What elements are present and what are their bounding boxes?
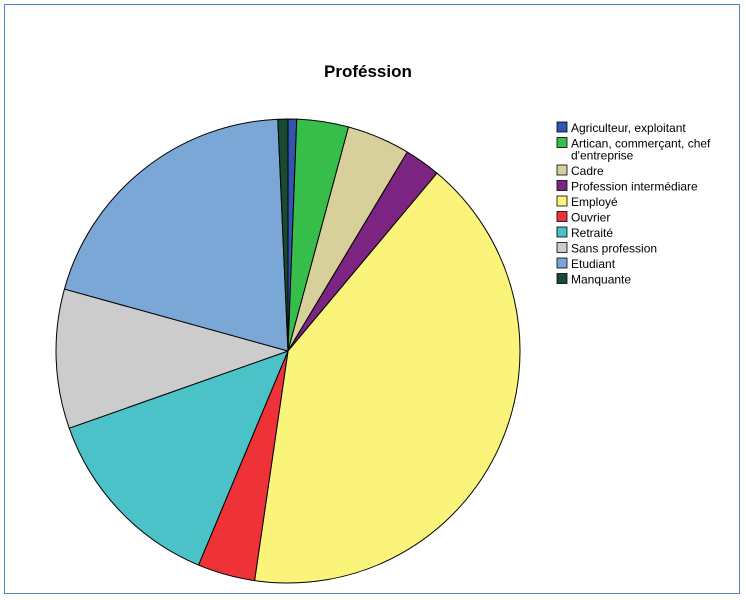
legend-item: Agriculteur, exploitant — [556, 121, 686, 135]
chart-title: Proféssion — [324, 62, 412, 81]
legend-label: Etudiant — [571, 257, 616, 271]
legend-item: Ouvrier — [556, 211, 610, 225]
pie-slice-7 — [68, 350, 289, 566]
legend-label: Sans profession — [571, 242, 657, 256]
legend-item: Manquante — [556, 273, 631, 287]
legend-item: Employé — [556, 195, 618, 209]
legend-label: Employé — [571, 195, 618, 209]
legend-item: Retraité — [556, 226, 613, 240]
legend-item: Sans profession — [556, 242, 657, 256]
legend-item: Etudiant — [556, 257, 616, 271]
pie-slices — [55, 118, 521, 584]
legend: Agriculteur, exploitant Artican, commerça… — [556, 121, 711, 287]
legend-swatch — [556, 226, 568, 238]
legend-item: Profession intermédiare — [556, 180, 698, 194]
legend-swatch — [556, 273, 568, 284]
pie-slice-5 — [254, 172, 521, 584]
legend-swatch — [556, 164, 568, 176]
pie-slice-9 — [63, 118, 289, 352]
legend-swatch — [556, 121, 568, 133]
legend-label: Cadre — [571, 164, 604, 178]
legend-item: Cadre — [556, 164, 604, 178]
legend-item: Artican, commerçant, chef d'entreprise — [556, 137, 711, 163]
legend-label: Agriculteur, exploitant — [571, 121, 686, 135]
legend-label: Artican, commerçant, chef d'entreprise — [571, 137, 711, 163]
legend-swatch — [556, 137, 568, 148]
legend-swatch — [556, 211, 568, 222]
pie-slice-10 — [277, 118, 289, 352]
pie-slice-8 — [55, 288, 289, 429]
legend-label: Ouvrier — [571, 211, 610, 225]
legend-label: Retraité — [571, 226, 613, 240]
legend-label: Profession intermédiare — [571, 180, 698, 194]
legend-swatch — [556, 257, 568, 269]
legend-swatch — [556, 195, 568, 207]
legend-swatch — [556, 180, 568, 191]
legend-label: Manquante — [571, 273, 631, 287]
legend-swatch — [556, 242, 568, 253]
